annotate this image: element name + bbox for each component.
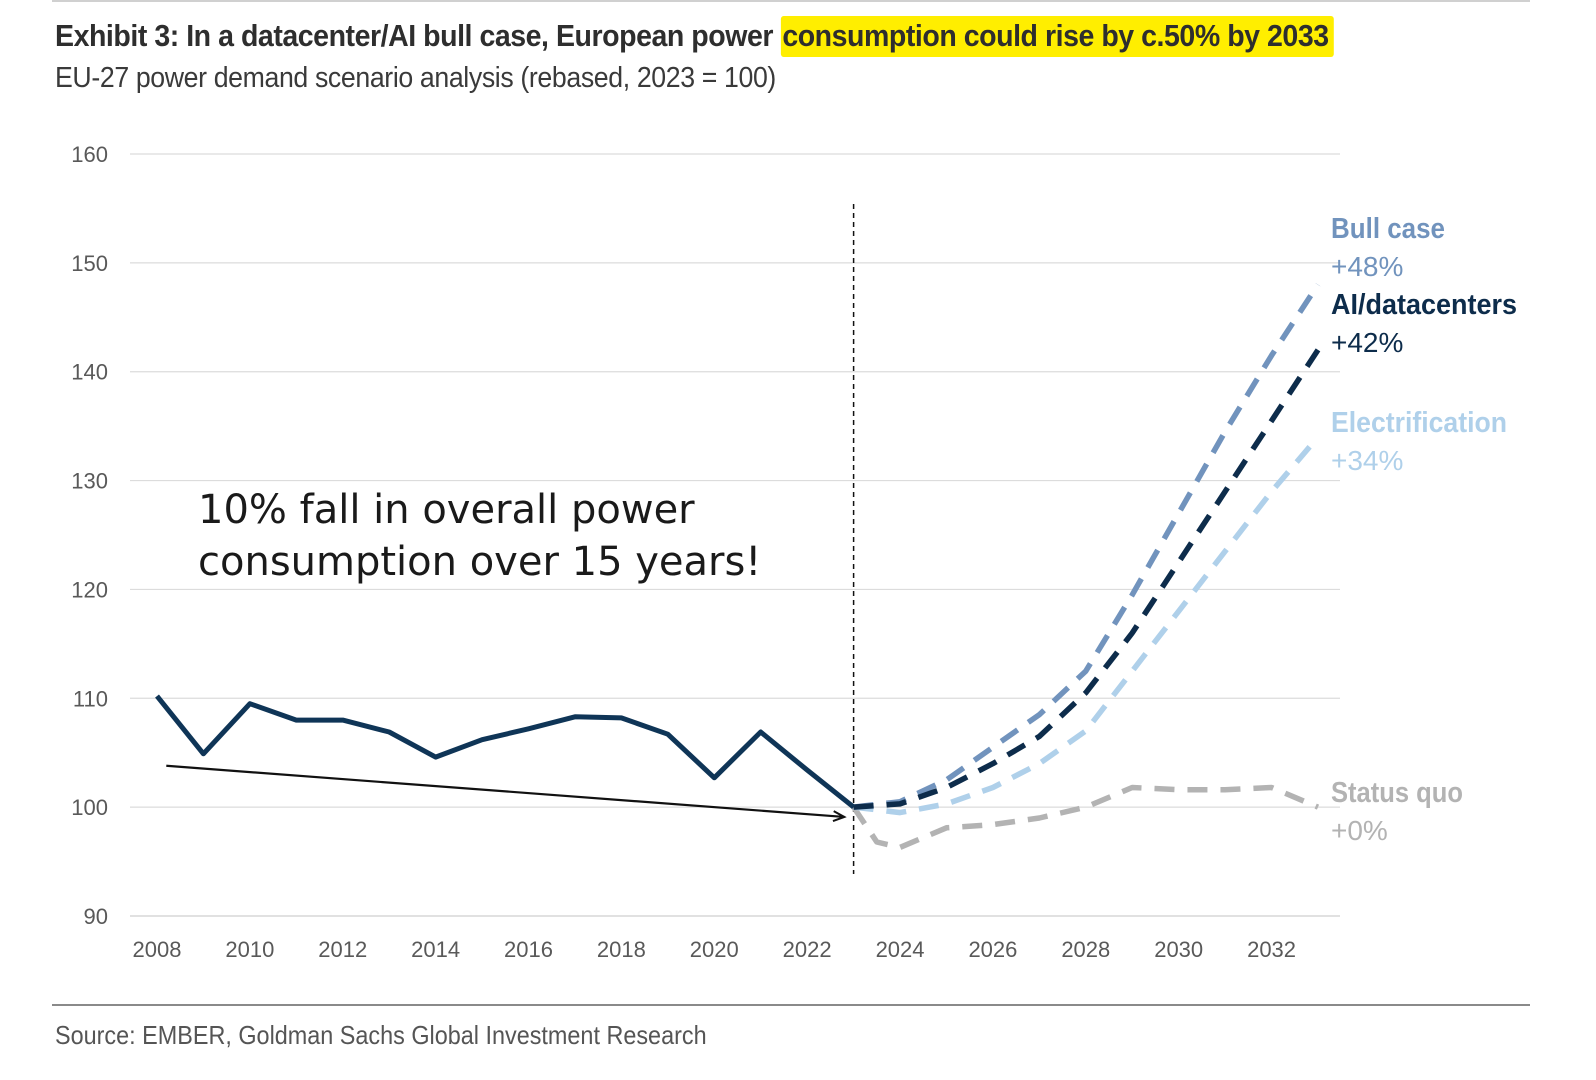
x-tick-label-2030: 2030 xyxy=(1154,937,1203,962)
y-tick-label-130: 130 xyxy=(71,469,108,494)
chart-title: Exhibit 3: In a datacenter/AI bull case,… xyxy=(55,16,1335,57)
series-name-label-electrification: Electrification xyxy=(1331,407,1507,439)
x-tick-label-2022: 2022 xyxy=(783,937,832,962)
x-tick-label-2008: 2008 xyxy=(133,937,182,962)
x-tick-label-2014: 2014 xyxy=(411,937,460,962)
title-prefix: Exhibit 3: In a datacenter/AI bull case,… xyxy=(55,18,774,53)
x-tick-label-2020: 2020 xyxy=(690,937,739,962)
source-note: Source: EMBER, Goldman Sachs Global Inve… xyxy=(55,1020,707,1050)
series-change-label-ai-datacenters: +42% xyxy=(1331,327,1403,358)
series-line-bull-case xyxy=(853,283,1321,810)
series-line-ai-datacenters xyxy=(853,348,1321,810)
y-tick-label-150: 150 xyxy=(71,251,108,276)
y-tick-label-100: 100 xyxy=(71,795,108,820)
x-tick-label-2012: 2012 xyxy=(318,937,367,962)
x-tick-label-2028: 2028 xyxy=(1061,937,1110,962)
power-demand-chart: 90 100 110 120 130 140 150 160 2008 2010 2012 2014 2… xyxy=(71,142,1517,962)
y-tick-label-90: 90 xyxy=(84,904,108,929)
series-name-label-bull-case: Bull case xyxy=(1331,213,1445,245)
series-line-historical xyxy=(155,694,856,810)
series-line-status-quo xyxy=(851,784,1320,851)
series-change-label-electrification: +34% xyxy=(1331,445,1403,476)
annotation-text: 10% fall in overall power consumption ov… xyxy=(198,484,761,588)
y-tick-label-140: 140 xyxy=(71,360,108,385)
x-tick-label-2026: 2026 xyxy=(968,937,1017,962)
x-tick-label-2018: 2018 xyxy=(597,937,646,962)
title-highlight: consumption could rise by c.50% by 2033 xyxy=(780,16,1335,57)
trend-arrow xyxy=(166,764,844,817)
x-tick-label-2024: 2024 xyxy=(876,937,925,962)
series-line-electrification xyxy=(853,435,1321,816)
annotation-line-2: consumption over 15 years! xyxy=(198,539,762,585)
y-tick-label-160: 160 xyxy=(71,142,108,167)
x-tick-label-2016: 2016 xyxy=(504,937,553,962)
y-tick-label-120: 120 xyxy=(71,577,108,602)
x-tick-label-2032: 2032 xyxy=(1247,937,1296,962)
top-rule xyxy=(52,0,1530,2)
series-name-label-ai-datacenters: AI/datacenters xyxy=(1331,289,1517,321)
x-tick-label-2010: 2010 xyxy=(225,937,274,962)
series-name-label-status-quo: Status quo xyxy=(1331,777,1463,809)
series-change-label-status-quo: +0% xyxy=(1331,815,1388,846)
bottom-rule xyxy=(52,1004,1530,1006)
y-tick-label-110: 110 xyxy=(73,686,108,711)
series-change-label-bull-case: +48% xyxy=(1331,251,1403,282)
annotation-line-1: 10% fall in overall power xyxy=(198,487,695,533)
chart-subtitle: EU-27 power demand scenario analysis (re… xyxy=(55,62,776,94)
